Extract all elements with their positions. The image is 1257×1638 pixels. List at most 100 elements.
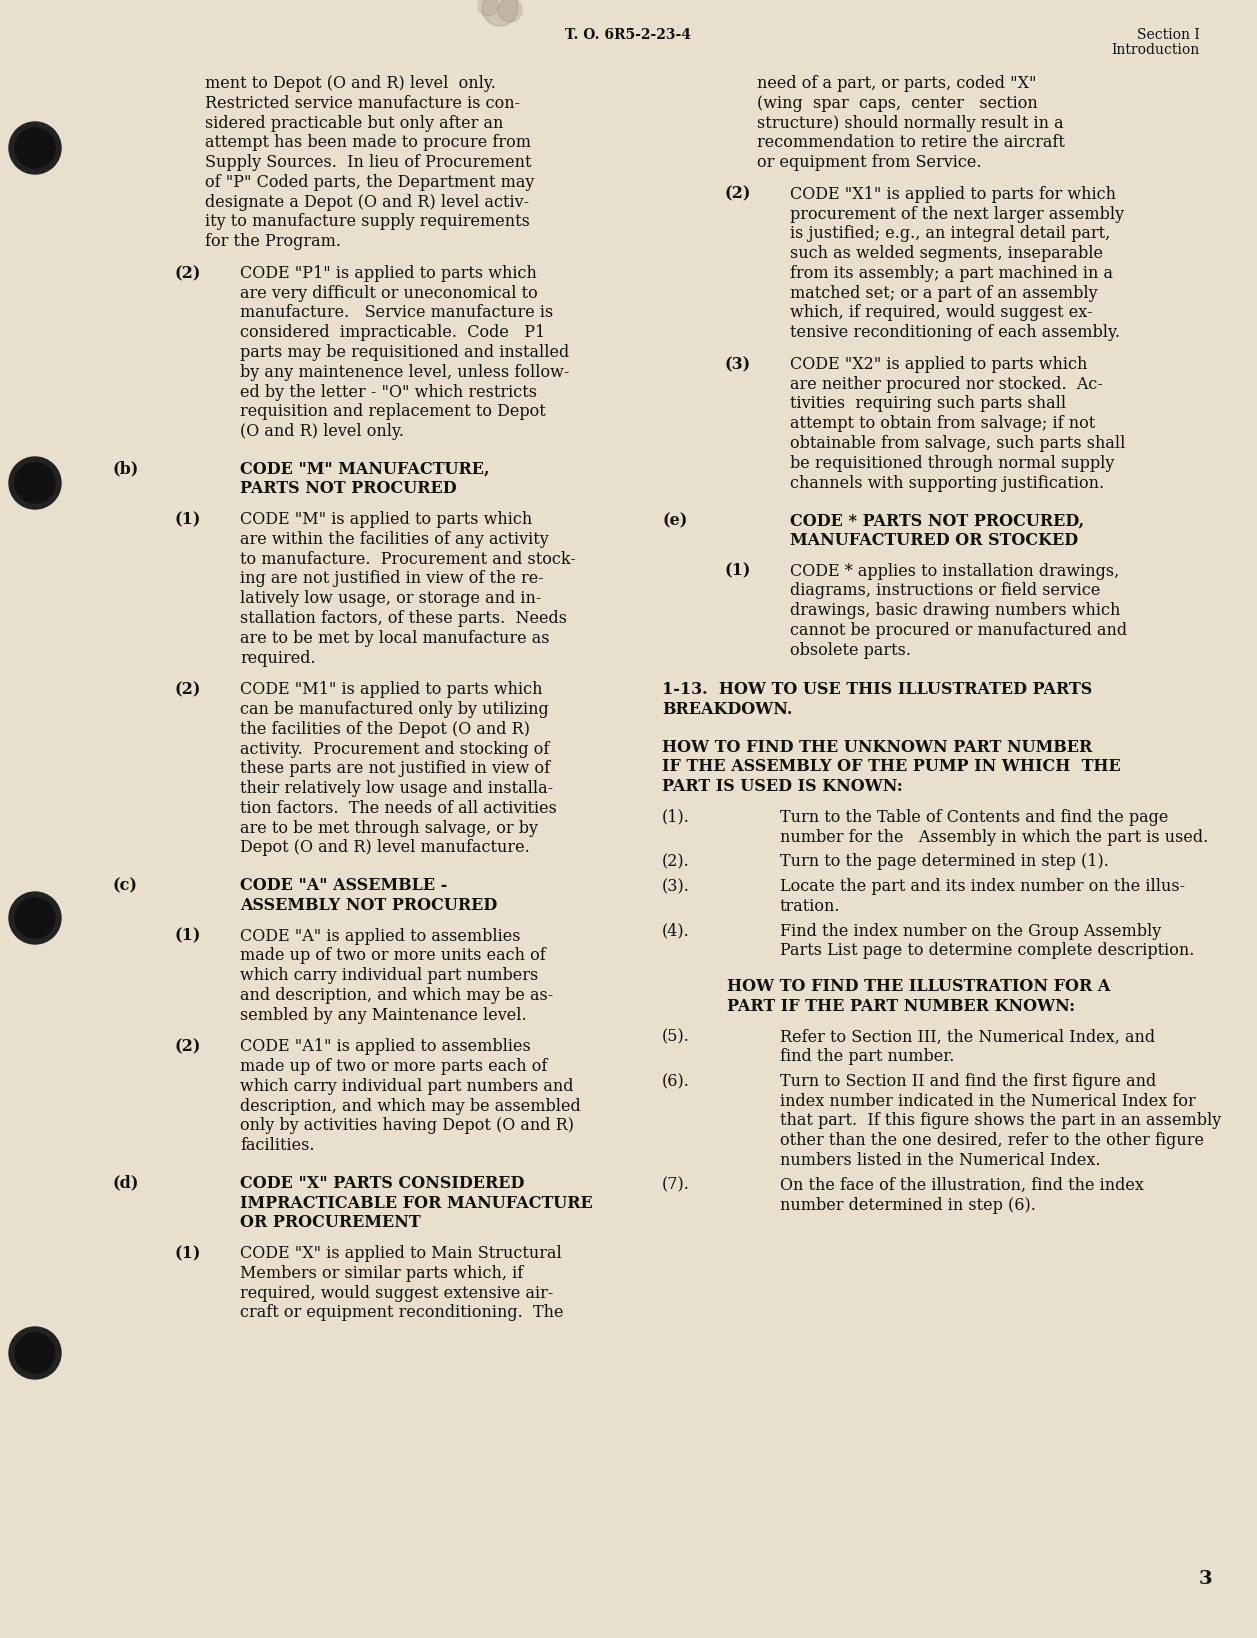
Text: (2): (2) <box>175 681 201 698</box>
Text: Section I: Section I <box>1138 28 1200 43</box>
Text: sidered practicable but only after an: sidered practicable but only after an <box>205 115 503 131</box>
Circle shape <box>9 457 62 509</box>
Text: which, if required, would suggest ex-: which, if required, would suggest ex- <box>789 305 1092 321</box>
Text: (d): (d) <box>112 1174 138 1192</box>
Text: Turn to the page determined in step (1).: Turn to the page determined in step (1). <box>781 853 1109 870</box>
Text: Refer to Section III, the Numerical Index, and: Refer to Section III, the Numerical Inde… <box>781 1029 1155 1045</box>
Text: find the part number.: find the part number. <box>781 1048 954 1065</box>
Text: (1).: (1). <box>662 809 690 826</box>
Text: index number indicated in the Numerical Index for: index number indicated in the Numerical … <box>781 1093 1195 1109</box>
Text: 1-13.  HOW TO USE THIS ILLUSTRATED PARTS: 1-13. HOW TO USE THIS ILLUSTRATED PARTS <box>662 681 1092 698</box>
Text: parts may be requisitioned and installed: parts may be requisitioned and installed <box>240 344 569 360</box>
Text: ASSEMBLY NOT PROCURED: ASSEMBLY NOT PROCURED <box>240 898 498 914</box>
Text: are neither procured nor stocked.  Ac-: are neither procured nor stocked. Ac- <box>789 375 1102 393</box>
Text: cannot be procured or manufactured and: cannot be procured or manufactured and <box>789 622 1128 639</box>
Circle shape <box>9 121 62 174</box>
Text: Parts List page to determine complete description.: Parts List page to determine complete de… <box>781 942 1194 960</box>
Text: obtainable from salvage, such parts shall: obtainable from salvage, such parts shal… <box>789 436 1125 452</box>
Text: considered  impracticable.  Code   P1: considered impracticable. Code P1 <box>240 324 546 341</box>
Text: (2): (2) <box>725 185 752 203</box>
Text: is justified; e.g., an integral detail part,: is justified; e.g., an integral detail p… <box>789 226 1110 242</box>
Text: (3).: (3). <box>662 878 690 894</box>
Text: (1): (1) <box>175 1245 201 1261</box>
Text: ity to manufacture supply requirements: ity to manufacture supply requirements <box>205 213 530 231</box>
Text: CODE * applies to installation drawings,: CODE * applies to installation drawings, <box>789 562 1119 580</box>
Circle shape <box>9 893 62 943</box>
Circle shape <box>498 0 522 21</box>
Text: PARTS NOT PROCURED: PARTS NOT PROCURED <box>240 480 456 498</box>
Text: MANUFACTURED OR STOCKED: MANUFACTURED OR STOCKED <box>789 532 1079 549</box>
Text: which carry individual part numbers and: which carry individual part numbers and <box>240 1078 573 1094</box>
Text: (1): (1) <box>725 562 752 580</box>
Text: attempt has been made to procure from: attempt has been made to procure from <box>205 134 530 151</box>
Text: required.: required. <box>240 650 316 667</box>
Text: Introduction: Introduction <box>1111 43 1200 57</box>
Text: On the face of the illustration, find the index: On the face of the illustration, find th… <box>781 1176 1144 1194</box>
Text: facilities.: facilities. <box>240 1137 314 1155</box>
Text: craft or equipment reconditioning.  The: craft or equipment reconditioning. The <box>240 1304 563 1322</box>
Text: matched set; or a part of an assembly: matched set; or a part of an assembly <box>789 285 1097 301</box>
Text: number determined in step (6).: number determined in step (6). <box>781 1196 1036 1214</box>
Text: numbers listed in the Numerical Index.: numbers listed in the Numerical Index. <box>781 1152 1100 1170</box>
Text: (2).: (2). <box>662 853 690 870</box>
Text: obsolete parts.: obsolete parts. <box>789 642 911 658</box>
Text: (1): (1) <box>175 511 201 527</box>
Circle shape <box>15 464 55 503</box>
Text: Turn to Section II and find the first figure and: Turn to Section II and find the first fi… <box>781 1073 1156 1089</box>
Text: such as welded segments, inseparable: such as welded segments, inseparable <box>789 246 1102 262</box>
Text: Supply Sources.  In lieu of Procurement: Supply Sources. In lieu of Procurement <box>205 154 532 170</box>
Text: can be manufactured only by utilizing: can be manufactured only by utilizing <box>240 701 549 717</box>
Text: PART IS USED IS KNOWN:: PART IS USED IS KNOWN: <box>662 778 903 794</box>
Text: (5).: (5). <box>662 1029 690 1045</box>
Text: structure) should normally result in a: structure) should normally result in a <box>757 115 1063 131</box>
Text: (6).: (6). <box>662 1073 690 1089</box>
Text: Turn to the Table of Contents and find the page: Turn to the Table of Contents and find t… <box>781 809 1168 826</box>
Text: channels with supporting justification.: channels with supporting justification. <box>789 475 1104 491</box>
Text: are to be met by local manufacture as: are to be met by local manufacture as <box>240 631 549 647</box>
Text: IF THE ASSEMBLY OF THE PUMP IN WHICH  THE: IF THE ASSEMBLY OF THE PUMP IN WHICH THE <box>662 758 1121 775</box>
Text: are very difficult or uneconomical to: are very difficult or uneconomical to <box>240 285 538 301</box>
Text: (2): (2) <box>175 265 201 282</box>
Text: Depot (O and R) level manufacture.: Depot (O and R) level manufacture. <box>240 840 529 857</box>
Text: diagrams, instructions or field service: diagrams, instructions or field service <box>789 583 1100 600</box>
Text: designate a Depot (O and R) level activ-: designate a Depot (O and R) level activ- <box>205 193 529 211</box>
Text: (wing  spar  caps,  center   section: (wing spar caps, center section <box>757 95 1038 111</box>
Text: (b): (b) <box>112 460 138 478</box>
Text: recommendation to retire the aircraft: recommendation to retire the aircraft <box>757 134 1065 151</box>
Text: CODE "A" ASSEMBLE -: CODE "A" ASSEMBLE - <box>240 876 447 894</box>
Text: OR PROCUREMENT: OR PROCUREMENT <box>240 1214 421 1232</box>
Text: (2): (2) <box>175 1038 201 1055</box>
Text: (1): (1) <box>175 927 201 945</box>
Circle shape <box>478 0 498 16</box>
Text: for the Program.: for the Program. <box>205 233 341 251</box>
Text: Find the index number on the Group Assembly: Find the index number on the Group Assem… <box>781 922 1161 940</box>
Text: PART IF THE PART NUMBER KNOWN:: PART IF THE PART NUMBER KNOWN: <box>727 998 1075 1014</box>
Text: to manufacture.  Procurement and stock-: to manufacture. Procurement and stock- <box>240 550 576 568</box>
Text: requisition and replacement to Depot: requisition and replacement to Depot <box>240 403 546 421</box>
Text: CODE "X2" is applied to parts which: CODE "X2" is applied to parts which <box>789 355 1087 373</box>
Text: CODE "X1" is applied to parts for which: CODE "X1" is applied to parts for which <box>789 185 1116 203</box>
Text: sembled by any Maintenance level.: sembled by any Maintenance level. <box>240 1007 527 1024</box>
Text: ed by the letter - "O" which restricts: ed by the letter - "O" which restricts <box>240 383 537 401</box>
Text: CODE "P1" is applied to parts which: CODE "P1" is applied to parts which <box>240 265 537 282</box>
Text: CODE "M" is applied to parts which: CODE "M" is applied to parts which <box>240 511 532 527</box>
Text: CODE "X" is applied to Main Structural: CODE "X" is applied to Main Structural <box>240 1245 562 1261</box>
Text: tion factors.  The needs of all activities: tion factors. The needs of all activitie… <box>240 799 557 817</box>
Circle shape <box>15 1333 55 1373</box>
Text: tivities  requiring such parts shall: tivities requiring such parts shall <box>789 395 1066 413</box>
Text: (4).: (4). <box>662 922 690 940</box>
Text: Members or similar parts which, if: Members or similar parts which, if <box>240 1265 523 1283</box>
Text: are within the facilities of any activity: are within the facilities of any activit… <box>240 531 549 549</box>
Text: these parts are not justified in view of: these parts are not justified in view of <box>240 760 551 778</box>
Text: number for the   Assembly in which the part is used.: number for the Assembly in which the par… <box>781 829 1208 845</box>
Text: CODE "A1" is applied to assemblies: CODE "A1" is applied to assemblies <box>240 1038 530 1055</box>
Text: attempt to obtain from salvage; if not: attempt to obtain from salvage; if not <box>789 414 1095 432</box>
Text: Locate the part and its index number on the illus-: Locate the part and its index number on … <box>781 878 1185 894</box>
Text: stallation factors, of these parts.  Needs: stallation factors, of these parts. Need… <box>240 609 567 627</box>
Text: latively low usage, or storage and in-: latively low usage, or storage and in- <box>240 590 542 608</box>
Text: which carry individual part numbers: which carry individual part numbers <box>240 966 538 984</box>
Text: drawings, basic drawing numbers which: drawings, basic drawing numbers which <box>789 603 1120 619</box>
Text: activity.  Procurement and stocking of: activity. Procurement and stocking of <box>240 740 549 758</box>
Text: CODE "A" is applied to assemblies: CODE "A" is applied to assemblies <box>240 927 520 945</box>
Circle shape <box>9 1327 62 1379</box>
